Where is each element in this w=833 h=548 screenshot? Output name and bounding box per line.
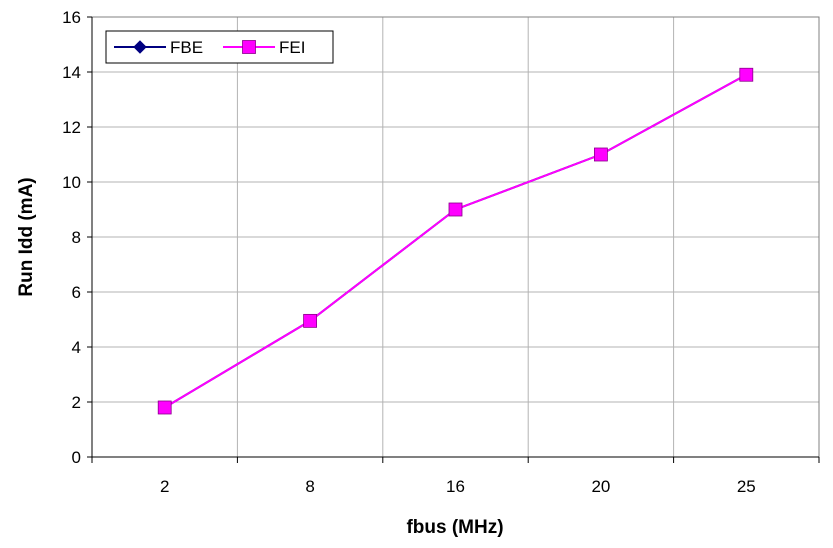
axes — [87, 16, 820, 463]
legend-box — [105, 30, 334, 64]
y-tick-label: 2 — [72, 393, 81, 412]
data-point-fei — [739, 67, 754, 82]
legend: FBE FEI — [105, 30, 334, 64]
y-tick-label: 16 — [62, 8, 81, 27]
data-point-fei — [303, 313, 318, 328]
legend-marker-fei — [242, 40, 256, 54]
x-tick-label: 2 — [160, 477, 169, 496]
y-axis-title: Run Idd (mA) — [16, 177, 37, 296]
legend-label-fbe: FBE — [170, 38, 203, 57]
x-axis-title: fbus (MHz) — [406, 517, 503, 538]
series — [157, 67, 754, 415]
y-tick-label: 4 — [72, 338, 81, 357]
legend-label-fei: FEI — [279, 38, 305, 57]
y-tick-label: 14 — [62, 63, 81, 82]
legend-marker-fbe — [133, 40, 147, 54]
series-line-fei — [164, 73, 747, 409]
x-tick-label: 8 — [305, 477, 314, 496]
y-tick-label: 10 — [62, 173, 81, 192]
y-tick-label: 0 — [72, 448, 81, 467]
y-tick-label: 8 — [72, 228, 81, 247]
grid — [92, 16, 819, 457]
data-point-fei — [157, 400, 172, 415]
series-line-fbe — [164, 73, 747, 409]
data-point-fei — [594, 147, 608, 162]
tick-labels: 0 2 4 6 8 10 12 14 16 2 8 16 20 25 — [62, 8, 756, 496]
y-tick-label: 6 — [72, 283, 81, 302]
x-tick-label: 16 — [446, 477, 465, 496]
y-tick-label: 12 — [62, 118, 81, 137]
x-tick-label: 25 — [737, 477, 756, 496]
x-tick-label: 20 — [591, 477, 610, 496]
data-point-fei — [448, 202, 463, 217]
